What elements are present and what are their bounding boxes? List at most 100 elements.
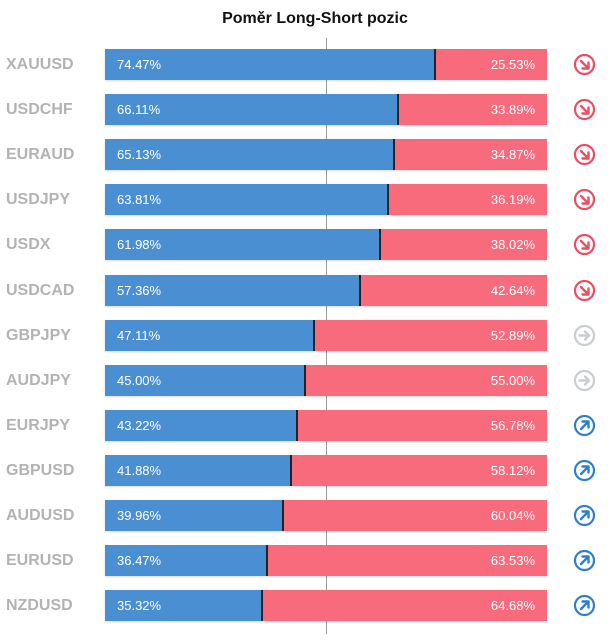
- arrow-up-right-icon: [573, 504, 596, 527]
- pair-row: AUDUSD 39.96% 60.04%: [0, 500, 610, 531]
- short-percent-label: 58.12%: [490, 463, 535, 478]
- ratio-bar: 66.11% 33.89%: [105, 94, 547, 125]
- short-segment: 52.89%: [313, 320, 547, 351]
- symbol-label: XAUUSD: [6, 56, 74, 73]
- arrow-up-right-icon: [573, 549, 596, 572]
- arrow-up-right-icon: [573, 459, 596, 482]
- ratio-bar: 57.36% 42.64%: [105, 275, 547, 306]
- long-segment: 47.11%: [105, 320, 314, 351]
- short-segment: 33.89%: [397, 94, 547, 125]
- pair-row: USDCAD 57.36% 42.64%: [0, 275, 610, 306]
- long-percent-label: 35.32%: [117, 598, 162, 613]
- ratio-bar: 74.47% 25.53%: [105, 49, 547, 80]
- ratio-bar: 39.96% 60.04%: [105, 500, 547, 531]
- long-percent-label: 47.11%: [117, 328, 161, 343]
- ratio-bar: 41.88% 58.12%: [105, 455, 547, 486]
- pair-row: USDCHF 66.11% 33.89%: [0, 94, 610, 125]
- pair-row: AUDJPY 45.00% 55.00%: [0, 365, 610, 396]
- long-segment: 41.88%: [105, 455, 291, 486]
- pair-row: EURAUD 65.13% 34.87%: [0, 139, 610, 170]
- ratio-bar: 63.81% 36.19%: [105, 184, 547, 215]
- symbol-label: EURJPY: [6, 417, 71, 434]
- symbol-label: USDCHF: [6, 101, 73, 118]
- long-percent-label: 43.22%: [117, 418, 162, 433]
- long-segment: 45.00%: [105, 365, 304, 396]
- long-percent-label: 65.13%: [117, 147, 162, 162]
- long-segment: 65.13%: [105, 139, 393, 170]
- short-percent-label: 42.64%: [490, 283, 535, 298]
- short-percent-label: 52.89%: [490, 328, 535, 343]
- long-segment: 39.96%: [105, 500, 282, 531]
- long-segment: 43.22%: [105, 410, 297, 441]
- symbol-label: GBPUSD: [6, 462, 75, 479]
- long-segment: 57.36%: [105, 275, 359, 306]
- ratio-bar: 47.11% 52.89%: [105, 320, 547, 351]
- arrow-right-icon: [573, 324, 596, 347]
- short-percent-label: 60.04%: [490, 508, 535, 523]
- arrow-down-right-icon: [573, 279, 596, 302]
- long-segment: 36.47%: [105, 545, 267, 576]
- pair-row: EURUSD 36.47% 63.53%: [0, 545, 610, 576]
- short-percent-label: 63.53%: [490, 553, 535, 568]
- short-segment: 38.02%: [378, 229, 547, 260]
- ratio-bar: 45.00% 55.00%: [105, 365, 547, 396]
- short-segment: 56.78%: [296, 410, 547, 441]
- arrow-down-right-icon: [573, 98, 596, 121]
- short-segment: 60.04%: [281, 500, 547, 531]
- long-percent-label: 45.00%: [117, 373, 162, 388]
- arrow-up-right-icon: [573, 414, 596, 437]
- short-segment: 58.12%: [290, 455, 547, 486]
- long-segment: 74.47%: [105, 49, 435, 80]
- short-percent-label: 56.78%: [490, 418, 535, 433]
- arrow-down-right-icon: [573, 53, 596, 76]
- short-percent-label: 64.68%: [490, 598, 535, 613]
- long-segment: 61.98%: [105, 229, 379, 260]
- chart-title: Poměr Long-Short pozic: [222, 10, 408, 27]
- ratio-bar: 43.22% 56.78%: [105, 410, 547, 441]
- short-percent-label: 34.87%: [490, 147, 535, 162]
- arrow-down-right-icon: [573, 188, 596, 211]
- pair-row: EURJPY 43.22% 56.78%: [0, 410, 610, 441]
- arrow-up-right-icon: [573, 594, 596, 617]
- symbol-label: EURUSD: [6, 552, 74, 569]
- short-segment: 42.64%: [358, 275, 547, 306]
- ratio-bar: 65.13% 34.87%: [105, 139, 547, 170]
- short-segment: 36.19%: [387, 184, 547, 215]
- short-percent-label: 55.00%: [490, 373, 535, 388]
- symbol-label: GBPJPY: [6, 327, 71, 344]
- pair-row: NZDUSD 35.32% 64.68%: [0, 590, 610, 621]
- short-segment: 34.87%: [392, 139, 547, 170]
- short-percent-label: 25.53%: [490, 57, 535, 72]
- pair-row: USDJPY 63.81% 36.19%: [0, 184, 610, 215]
- long-segment: 66.11%: [105, 94, 398, 125]
- long-percent-label: 63.81%: [117, 192, 162, 207]
- long-percent-label: 57.36%: [117, 283, 162, 298]
- ratio-bar: 36.47% 63.53%: [105, 545, 547, 576]
- arrow-down-right-icon: [573, 233, 596, 256]
- symbol-label: AUDJPY: [6, 372, 71, 389]
- pair-row: XAUUSD 74.47% 25.53%: [0, 49, 610, 80]
- short-segment: 55.00%: [303, 365, 547, 396]
- symbol-label: EURAUD: [6, 146, 75, 163]
- pair-row: GBPJPY 47.11% 52.89%: [0, 320, 610, 351]
- long-percent-label: 36.47%: [117, 553, 162, 568]
- symbol-label: USDJPY: [6, 191, 71, 208]
- short-segment: 25.53%: [434, 49, 547, 80]
- long-percent-label: 74.47%: [117, 57, 162, 72]
- symbol-label: USDX: [6, 236, 51, 253]
- ratio-bar: 35.32% 64.68%: [105, 590, 547, 621]
- ratio-bar: 61.98% 38.02%: [105, 229, 547, 260]
- short-percent-label: 38.02%: [490, 237, 535, 252]
- short-segment: 63.53%: [266, 545, 547, 576]
- short-percent-label: 33.89%: [490, 102, 535, 117]
- arrow-down-right-icon: [573, 143, 596, 166]
- long-segment: 35.32%: [105, 590, 262, 621]
- long-percent-label: 41.88%: [117, 463, 162, 478]
- short-percent-label: 36.19%: [490, 192, 535, 207]
- short-segment: 64.68%: [261, 590, 547, 621]
- long-percent-label: 39.96%: [117, 508, 162, 523]
- long-segment: 63.81%: [105, 184, 388, 215]
- pair-row: USDX 61.98% 38.02%: [0, 229, 610, 260]
- symbol-label: USDCAD: [6, 282, 75, 299]
- symbol-label: AUDUSD: [6, 507, 75, 524]
